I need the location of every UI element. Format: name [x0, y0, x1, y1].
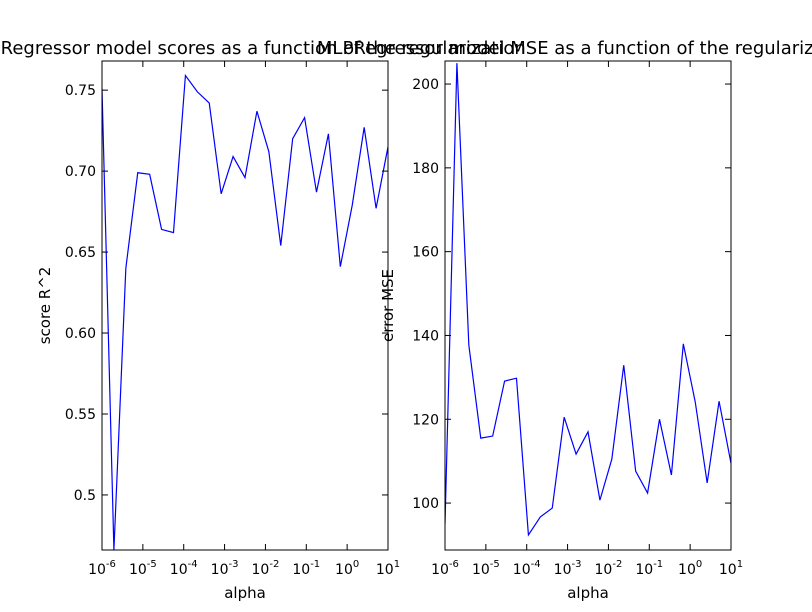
x-tick-label: 100: [678, 559, 702, 578]
tick-base: 10: [170, 562, 188, 578]
y-tick-label: 140: [412, 328, 439, 344]
y-tick-label: 200: [412, 77, 439, 93]
tick-exponent: -4: [188, 559, 198, 570]
plot-area: [102, 73, 388, 550]
y-tick-label: 0.60: [65, 326, 96, 342]
tick-base: 10: [595, 562, 613, 578]
y-tick-label: 100: [412, 496, 439, 512]
x-tick-label: 101: [376, 559, 400, 578]
tick-base: 10: [129, 562, 147, 578]
x-tick-label: 101: [719, 559, 743, 578]
x-tick-label: 10-4: [170, 559, 198, 578]
y-tick-label: 180: [412, 161, 439, 177]
tick-base: 10: [431, 562, 449, 578]
x-tick-label: 10-3: [554, 559, 582, 578]
chart-title: MLPRegressor model scores as a function …: [0, 38, 526, 59]
y-axis-label: score R^2: [36, 267, 54, 345]
x-tick-label: 10-4: [513, 559, 541, 578]
tick-exponent: -5: [490, 559, 500, 570]
tick-base: 10: [211, 562, 229, 578]
axes-frame: [101, 60, 389, 551]
x-tick-label: 10-2: [252, 559, 280, 578]
tick-exponent: 1: [737, 559, 743, 570]
tick-base: 10: [635, 562, 653, 578]
x-axis-label: alpha: [224, 584, 266, 602]
x-tick-label: 10-2: [595, 559, 623, 578]
tick-base: 10: [252, 562, 270, 578]
tick-exponent: 0: [353, 559, 359, 570]
x-tick-label: 10-1: [635, 559, 663, 578]
chart-title: MLPRegressor model MSE as a function of …: [317, 38, 812, 59]
tick-exponent: -3: [571, 559, 581, 570]
tick-base: 10: [88, 562, 106, 578]
tick-exponent: 1: [394, 559, 400, 570]
axes-frame: [444, 60, 732, 551]
tick-exponent: -5: [147, 559, 157, 570]
data-line: [102, 73, 388, 550]
x-tick-label: 10-3: [211, 559, 239, 578]
tick-base: 10: [554, 562, 572, 578]
x-tick-label: 10-1: [292, 559, 320, 578]
tick-exponent: -3: [228, 559, 238, 570]
tick-base: 10: [678, 562, 696, 578]
tick-exponent: -1: [653, 559, 663, 570]
x-axis-label: alpha: [567, 584, 609, 602]
y-tick-label: 0.65: [65, 245, 96, 261]
tick-exponent: -6: [106, 559, 116, 570]
x-tick-label: 10-5: [129, 559, 157, 578]
y-tick-label: 160: [412, 245, 439, 261]
tick-base: 10: [719, 562, 737, 578]
x-tick-label: 10-5: [472, 559, 500, 578]
x-tick-label: 10-6: [431, 559, 459, 578]
y-tick-label: 0.70: [65, 164, 96, 180]
y-tick-label: 0.75: [65, 83, 96, 99]
x-tick-label: 100: [335, 559, 359, 578]
plot-area: [445, 63, 731, 537]
tick-base: 10: [335, 562, 353, 578]
y-axis-label: error MSE: [379, 269, 397, 342]
y-tick-label: 120: [412, 412, 439, 428]
tick-base: 10: [513, 562, 531, 578]
tick-base: 10: [376, 562, 394, 578]
tick-exponent: -1: [310, 559, 320, 570]
y-tick-label: 0.5: [74, 488, 96, 504]
tick-exponent: -2: [269, 559, 279, 570]
x-tick-label: 10-6: [88, 559, 116, 578]
tick-exponent: 0: [696, 559, 702, 570]
y-tick-label: 0.55: [65, 407, 96, 423]
tick-exponent: -2: [612, 559, 622, 570]
tick-exponent: -6: [449, 559, 459, 570]
tick-exponent: -4: [531, 559, 541, 570]
tick-base: 10: [292, 562, 310, 578]
data-line: [445, 63, 731, 537]
tick-base: 10: [472, 562, 490, 578]
